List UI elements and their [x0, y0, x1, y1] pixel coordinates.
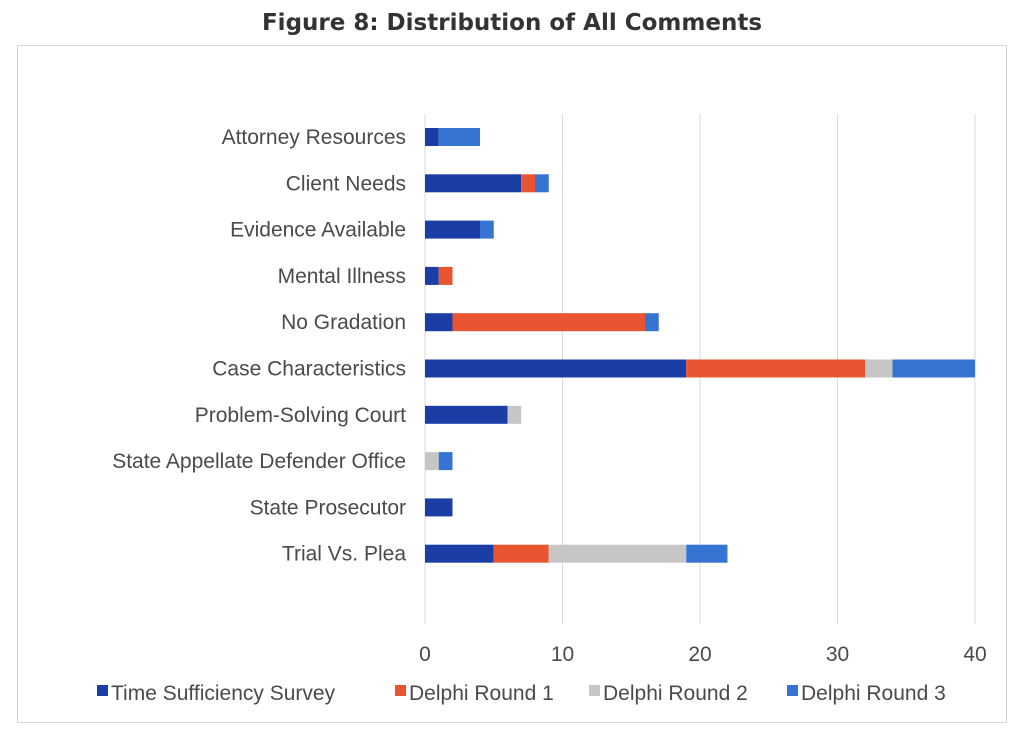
- bar-state-appellate-defender-office-delphi-round-2: [425, 452, 439, 471]
- bar-case-characteristics-time-sufficiency-survey: [425, 359, 687, 378]
- category-label-evidence-available: Evidence Available: [230, 219, 406, 242]
- bar-trial-vs-plea-time-sufficiency-survey: [425, 544, 494, 563]
- bar-client-needs-delphi-round-1: [521, 174, 535, 193]
- category-labels: Attorney Resources Client Needs Evidence A…: [112, 126, 406, 566]
- x-tick-label: 30: [826, 643, 849, 666]
- x-tick-label: 40: [963, 643, 986, 666]
- legend-swatch-time-sufficiency-survey: [97, 685, 108, 696]
- category-label-state-appellate-defender-office: State Appellate Defender Office: [112, 450, 406, 473]
- x-tick-label: 10: [551, 643, 574, 666]
- legend-label-delphi-round-1: Delphi Round 1: [409, 682, 554, 705]
- bar-trial-vs-plea-delphi-round-1: [493, 544, 549, 563]
- bar-client-needs-delphi-round-3: [535, 174, 549, 193]
- bar-mental-illness-delphi-round-1: [438, 266, 453, 285]
- category-label-client-needs: Client Needs: [286, 172, 406, 195]
- category-label-mental-illness: Mental Illness: [278, 265, 406, 288]
- chart-frame: [17, 45, 1007, 723]
- bar-problem-solving-court-delphi-round-2: [507, 405, 522, 424]
- bar-no-gradation-time-sufficiency-survey: [425, 313, 453, 332]
- legend-swatch-delphi-round-1: [395, 685, 406, 696]
- bar-trial-vs-plea-delphi-round-3: [686, 544, 728, 563]
- legend-label-delphi-round-2: Delphi Round 2: [603, 682, 748, 705]
- bar-trial-vs-plea-delphi-round-2: [548, 544, 687, 563]
- category-label-trial-vs-plea: Trial Vs. Plea: [282, 543, 406, 566]
- legend: Time Sufficiency Survey Delphi Round 1 Del…: [97, 682, 946, 705]
- category-label-problem-solving-court: Problem-Solving Court: [195, 404, 406, 427]
- category-label-no-gradation: No Gradation: [281, 311, 406, 334]
- bar-no-gradation-delphi-round-1: [452, 313, 645, 332]
- bar-mental-illness-time-sufficiency-survey: [425, 266, 439, 285]
- legend-swatch-delphi-round-3: [787, 685, 798, 696]
- x-tick-label: 20: [688, 643, 711, 666]
- bar-case-characteristics-delphi-round-3: [892, 359, 975, 378]
- legend-swatch-delphi-round-2: [589, 685, 600, 696]
- bar-state-prosecutor-time-sufficiency-survey: [425, 498, 453, 517]
- bar-case-characteristics-delphi-round-2: [865, 359, 893, 378]
- category-label-attorney-resources: Attorney Resources: [222, 126, 406, 149]
- bar-problem-solving-court-time-sufficiency-survey: [425, 405, 508, 424]
- chart-title: Figure 8: Distribution of All Comments: [261, 10, 763, 36]
- bar-stack-group: [425, 128, 975, 563]
- bar-attorney-resources-delphi-round-3: [438, 128, 480, 146]
- bar-client-needs-time-sufficiency-survey: [425, 174, 522, 193]
- bar-attorney-resources-time-sufficiency-survey: [425, 128, 439, 146]
- legend-label-delphi-round-3: Delphi Round 3: [801, 682, 946, 705]
- bar-evidence-available-delphi-round-3: [480, 220, 494, 239]
- bar-case-characteristics-delphi-round-1: [686, 359, 865, 378]
- x-tick-label: 0: [419, 643, 431, 666]
- bar-state-appellate-defender-office-delphi-round-3: [438, 452, 453, 471]
- category-label-case-characteristics: Case Characteristics: [212, 358, 406, 381]
- bar-no-gradation-delphi-round-3: [645, 313, 659, 332]
- x-axis-ticks: 0 10 20 30 40: [419, 643, 987, 666]
- bar-evidence-available-time-sufficiency-survey: [425, 220, 480, 239]
- legend-label-time-sufficiency-survey: Time Sufficiency Survey: [111, 682, 336, 705]
- category-label-state-prosecutor: State Prosecutor: [250, 496, 406, 519]
